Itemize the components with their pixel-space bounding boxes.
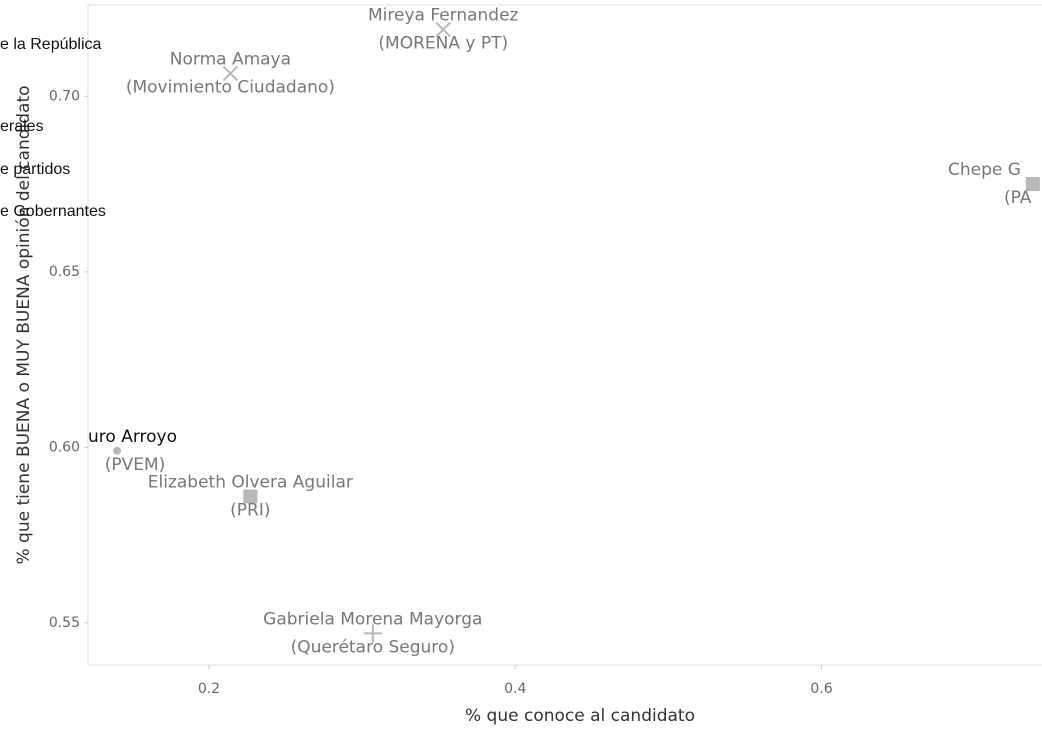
point [113,446,122,455]
point [243,489,258,504]
menu-item: e la República [0,36,102,53]
plot-frame [87,4,1042,666]
y-tick-label: 0.65 [49,264,80,280]
point-party: (MORENA y PT) [378,34,508,54]
point [363,624,382,643]
x-axis-label: % que conoce al candidato [465,706,695,726]
point-party: (PA [1004,188,1032,208]
point [1025,177,1040,192]
y-axis-label: % que tiene BUENA o MUY BUENA opinión de… [14,85,34,564]
point [222,65,239,82]
point-name: Mireya Fernandez [368,6,519,26]
point-party: (PRI) [230,500,270,520]
point [435,21,451,38]
point-party: (PVEM) [105,455,166,475]
x-tick-label: 0.6 [810,681,832,697]
point-name: Norma Amaya [170,49,291,69]
point-party: (Movimiento Ciudadano) [126,77,335,97]
y-tick-label: 0.60 [49,439,80,455]
y-tick-label: 0.70 [49,88,80,104]
menu-item: e Gobernantes [0,203,106,220]
y-tick-label: 0.55 [49,615,80,631]
menu-item: e partidos [0,161,70,178]
x-tick-label: 0.4 [504,681,526,697]
point-name: Elizabeth Olvera Aguilar [148,472,353,492]
point-name: Gabriela Morena Mayorga [263,609,482,629]
point-party: (Querétaro Seguro) [291,637,455,657]
x-tick-label: 0.2 [198,681,220,697]
point-name: Chepe G [948,160,1021,180]
point-name: uro Arroyo [88,427,177,447]
menu-item: erales [0,118,44,135]
